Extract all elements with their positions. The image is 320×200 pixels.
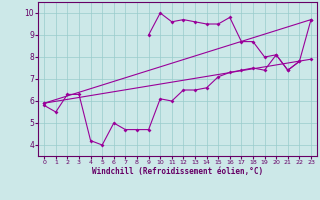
X-axis label: Windchill (Refroidissement éolien,°C): Windchill (Refroidissement éolien,°C): [92, 167, 263, 176]
